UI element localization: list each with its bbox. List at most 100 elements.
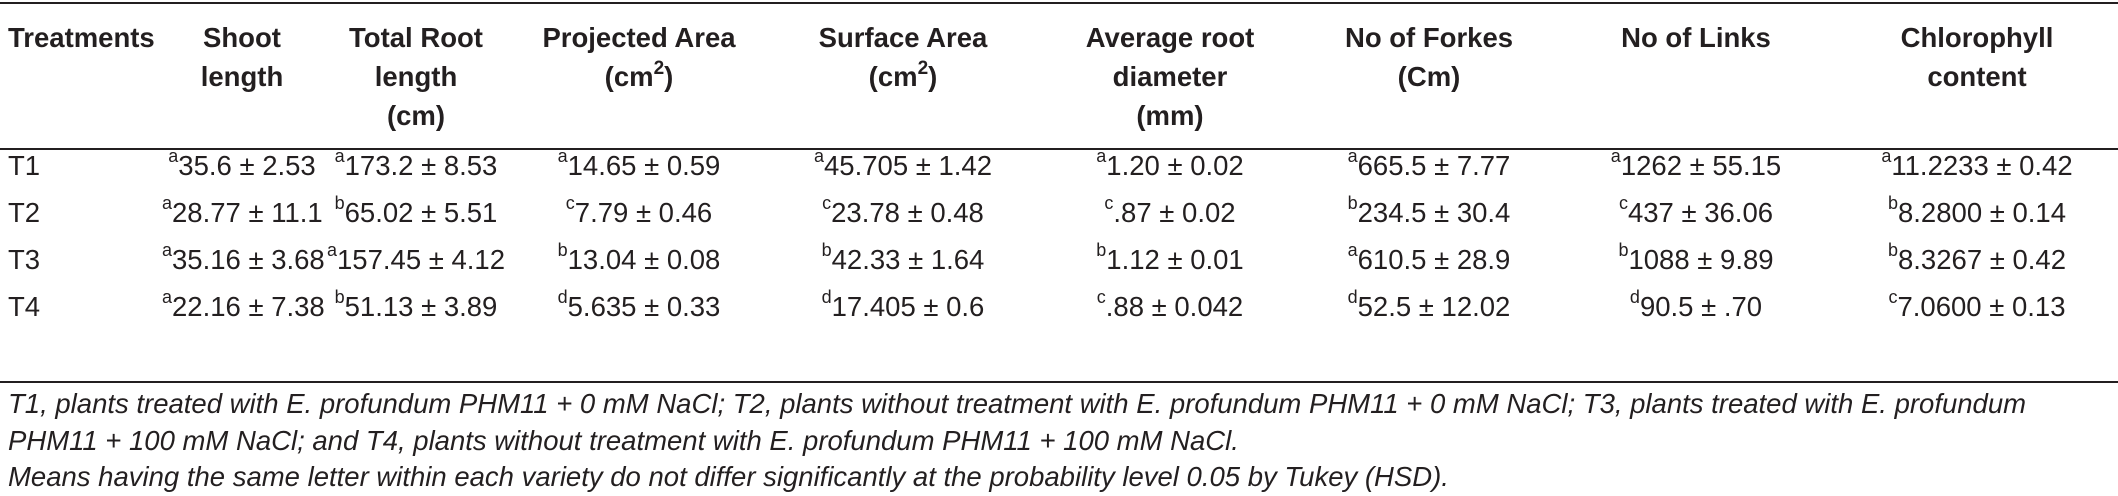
value-cell: b234.5 ± 30.4 [1302, 189, 1556, 236]
mean-sd-value: .88 ± 0.042 [1105, 290, 1244, 322]
value-cell: c.88 ± 0.042 [1038, 283, 1302, 330]
significance-letter: a [334, 146, 345, 167]
unit-close: ) [928, 61, 938, 92]
significance-letter: b [334, 287, 345, 308]
mean-sd-value: 1262 ± 55.15 [1620, 149, 1782, 181]
significance-letter: c [822, 193, 832, 214]
significance-letter: a [326, 240, 337, 261]
significance-letter: c [1888, 287, 1898, 308]
mean-sd-value: 17.405 ± 0.6 [831, 290, 985, 322]
mean-sd-value: 28.77 ± 11.1 [172, 196, 323, 228]
value-cell: d17.405 ± 0.6 [768, 283, 1038, 330]
mean-sd-value: 7.0600 ± 0.13 [1897, 290, 2066, 322]
mean-sd-value: 1.20 ± 0.02 [1106, 149, 1244, 181]
value-cell: c7.79 ± 0.46 [510, 189, 768, 236]
mean-sd-value: 13.04 ± 0.08 [567, 243, 721, 275]
table-top-rule [0, 2, 2118, 4]
value-cell: b8.3267 ± 0.42 [1836, 236, 2118, 283]
column-header-line: Projected Area [542, 22, 736, 53]
column-header: Chlorophyll content [1836, 6, 2118, 136]
mean-sd-value: 65.02 ± 5.51 [344, 196, 498, 228]
header-row: Treatments Shoot length Total Root length (… [0, 6, 2118, 136]
value-cell: b65.02 ± 5.51 [322, 189, 510, 236]
column-header-line: Shoot length [200, 22, 284, 92]
value-cell: a11.2233 ± 0.42 [1836, 136, 2118, 189]
significance-letter: a [557, 146, 568, 167]
significance-letter: d [557, 287, 568, 308]
mean-sd-value: 610.5 ± 28.9 [1357, 243, 1511, 275]
significance-letter: b [557, 240, 568, 261]
significance-letter: a [1347, 146, 1358, 167]
column-header-line: Surface Area [818, 22, 988, 53]
significance-letter: b [334, 193, 345, 214]
value-cell: a1262 ± 55.15 [1556, 136, 1836, 189]
significance-letter: a [813, 146, 824, 167]
value-cell: a28.77 ± 11.1 [162, 189, 323, 236]
mean-sd-value: 23.78 ± 0.48 [831, 196, 984, 228]
table-row: T3 a35.16 ± 3.68 a157.45 ± 4.12 b13.04 ± 0.… [0, 236, 2118, 283]
value-cell: c7.0600 ± 0.13 [1836, 283, 2118, 330]
treatments-footnote-line1: T1, plants treated with E. profundum PHM… [8, 388, 2027, 419]
column-header: Projected Area (cm2) [510, 6, 768, 136]
mean-sd-value: 35.6 ± 2.53 [178, 149, 316, 181]
value-cell: a610.5 ± 28.9 [1302, 236, 1556, 283]
significance-letter: a [1096, 146, 1107, 167]
table-row: T1 a35.6 ± 2.53 a173.2 ± 8.53 a14.65 ± 0.59… [0, 136, 2118, 189]
significance-letter: c [1104, 193, 1114, 214]
table-footnotes: T1, plants treated with E. profundum PHM… [8, 386, 2108, 496]
column-header-line: Treatments [8, 22, 155, 53]
mean-sd-value: .87 ± 0.02 [1113, 196, 1236, 228]
column-header-line: Total Root length [349, 22, 483, 92]
treatment-cell: T2 [8, 196, 41, 228]
mean-sd-value: 437 ± 36.06 [1627, 196, 1774, 228]
treatment-cell: T4 [8, 290, 41, 322]
column-header: Average root diameter (mm) [1038, 6, 1302, 136]
column-header-line: Chlorophyll [1900, 22, 2054, 53]
value-cell: a665.5 ± 7.77 [1302, 136, 1556, 189]
column-header-line: (cm) [386, 100, 446, 131]
value-cell: a14.65 ± 0.59 [510, 136, 768, 189]
mean-sd-value: 234.5 ± 30.4 [1357, 196, 1511, 228]
mean-sd-value: 8.3267 ± 0.42 [1898, 243, 2067, 275]
column-header: Total Root length (cm) [322, 6, 510, 136]
column-header-line: No of Forkes [1344, 22, 1514, 53]
significance-letter: c [1096, 287, 1106, 308]
value-cell: c437 ± 36.06 [1556, 189, 1836, 236]
value-cell: a22.16 ± 7.38 [162, 283, 325, 330]
value-cell: b1088 ± 9.89 [1556, 236, 1836, 283]
table-body: T1 a35.6 ± 2.53 a173.2 ± 8.53 a14.65 ± 0.59… [0, 136, 2118, 330]
treatment-cell: T1 [8, 149, 41, 181]
significance-letter: a [168, 146, 179, 167]
significance-letter: b [1887, 193, 1898, 214]
unit-exponent: 2 [653, 57, 665, 79]
mean-sd-value: 11.2233 ± 0.42 [1891, 149, 2073, 181]
value-cell: a35.16 ± 3.68 [162, 236, 325, 283]
mean-sd-value: 45.705 ± 1.42 [824, 149, 993, 181]
significance-letter: c [1618, 193, 1628, 214]
significance-letter: b [1347, 193, 1358, 214]
column-header-line: (cm [604, 61, 654, 92]
mean-sd-value: 35.16 ± 3.68 [172, 243, 325, 275]
column-header: No of Links [1556, 6, 1836, 136]
column-header-line: (cm [868, 61, 918, 92]
mean-sd-value: 42.33 ± 1.64 [831, 243, 985, 275]
significance-letter: a [1610, 146, 1621, 167]
significance-letter: b [1618, 240, 1629, 261]
table-bottom-rule [0, 381, 2118, 383]
column-header-line: (Cm) [1397, 61, 1461, 92]
column-header: No of Forkes (Cm) [1302, 6, 1556, 136]
mean-sd-value: 1.12 ± 0.01 [1106, 243, 1244, 275]
treatments-footnote: T1, plants treated with E. profundum PHM… [8, 386, 2108, 459]
unit-exponent: 2 [917, 57, 929, 79]
column-header-line: content [1927, 61, 2027, 92]
significance-letter: b [1096, 240, 1107, 261]
table-row: T2 a28.77 ± 11.1 b65.02 ± 5.51 c7.79 ± 0.46… [0, 189, 2118, 236]
significance-letter: a [1881, 146, 1892, 167]
value-cell: b42.33 ± 1.64 [768, 236, 1038, 283]
significance-letter: a [162, 240, 173, 261]
mean-sd-value: 665.5 ± 7.77 [1357, 149, 1511, 181]
treatment-cell: T3 [8, 243, 41, 275]
significance-letter: c [565, 193, 575, 214]
results-table: Treatments Shoot length Total Root length (… [0, 6, 2118, 330]
unit-close: ) [664, 61, 674, 92]
